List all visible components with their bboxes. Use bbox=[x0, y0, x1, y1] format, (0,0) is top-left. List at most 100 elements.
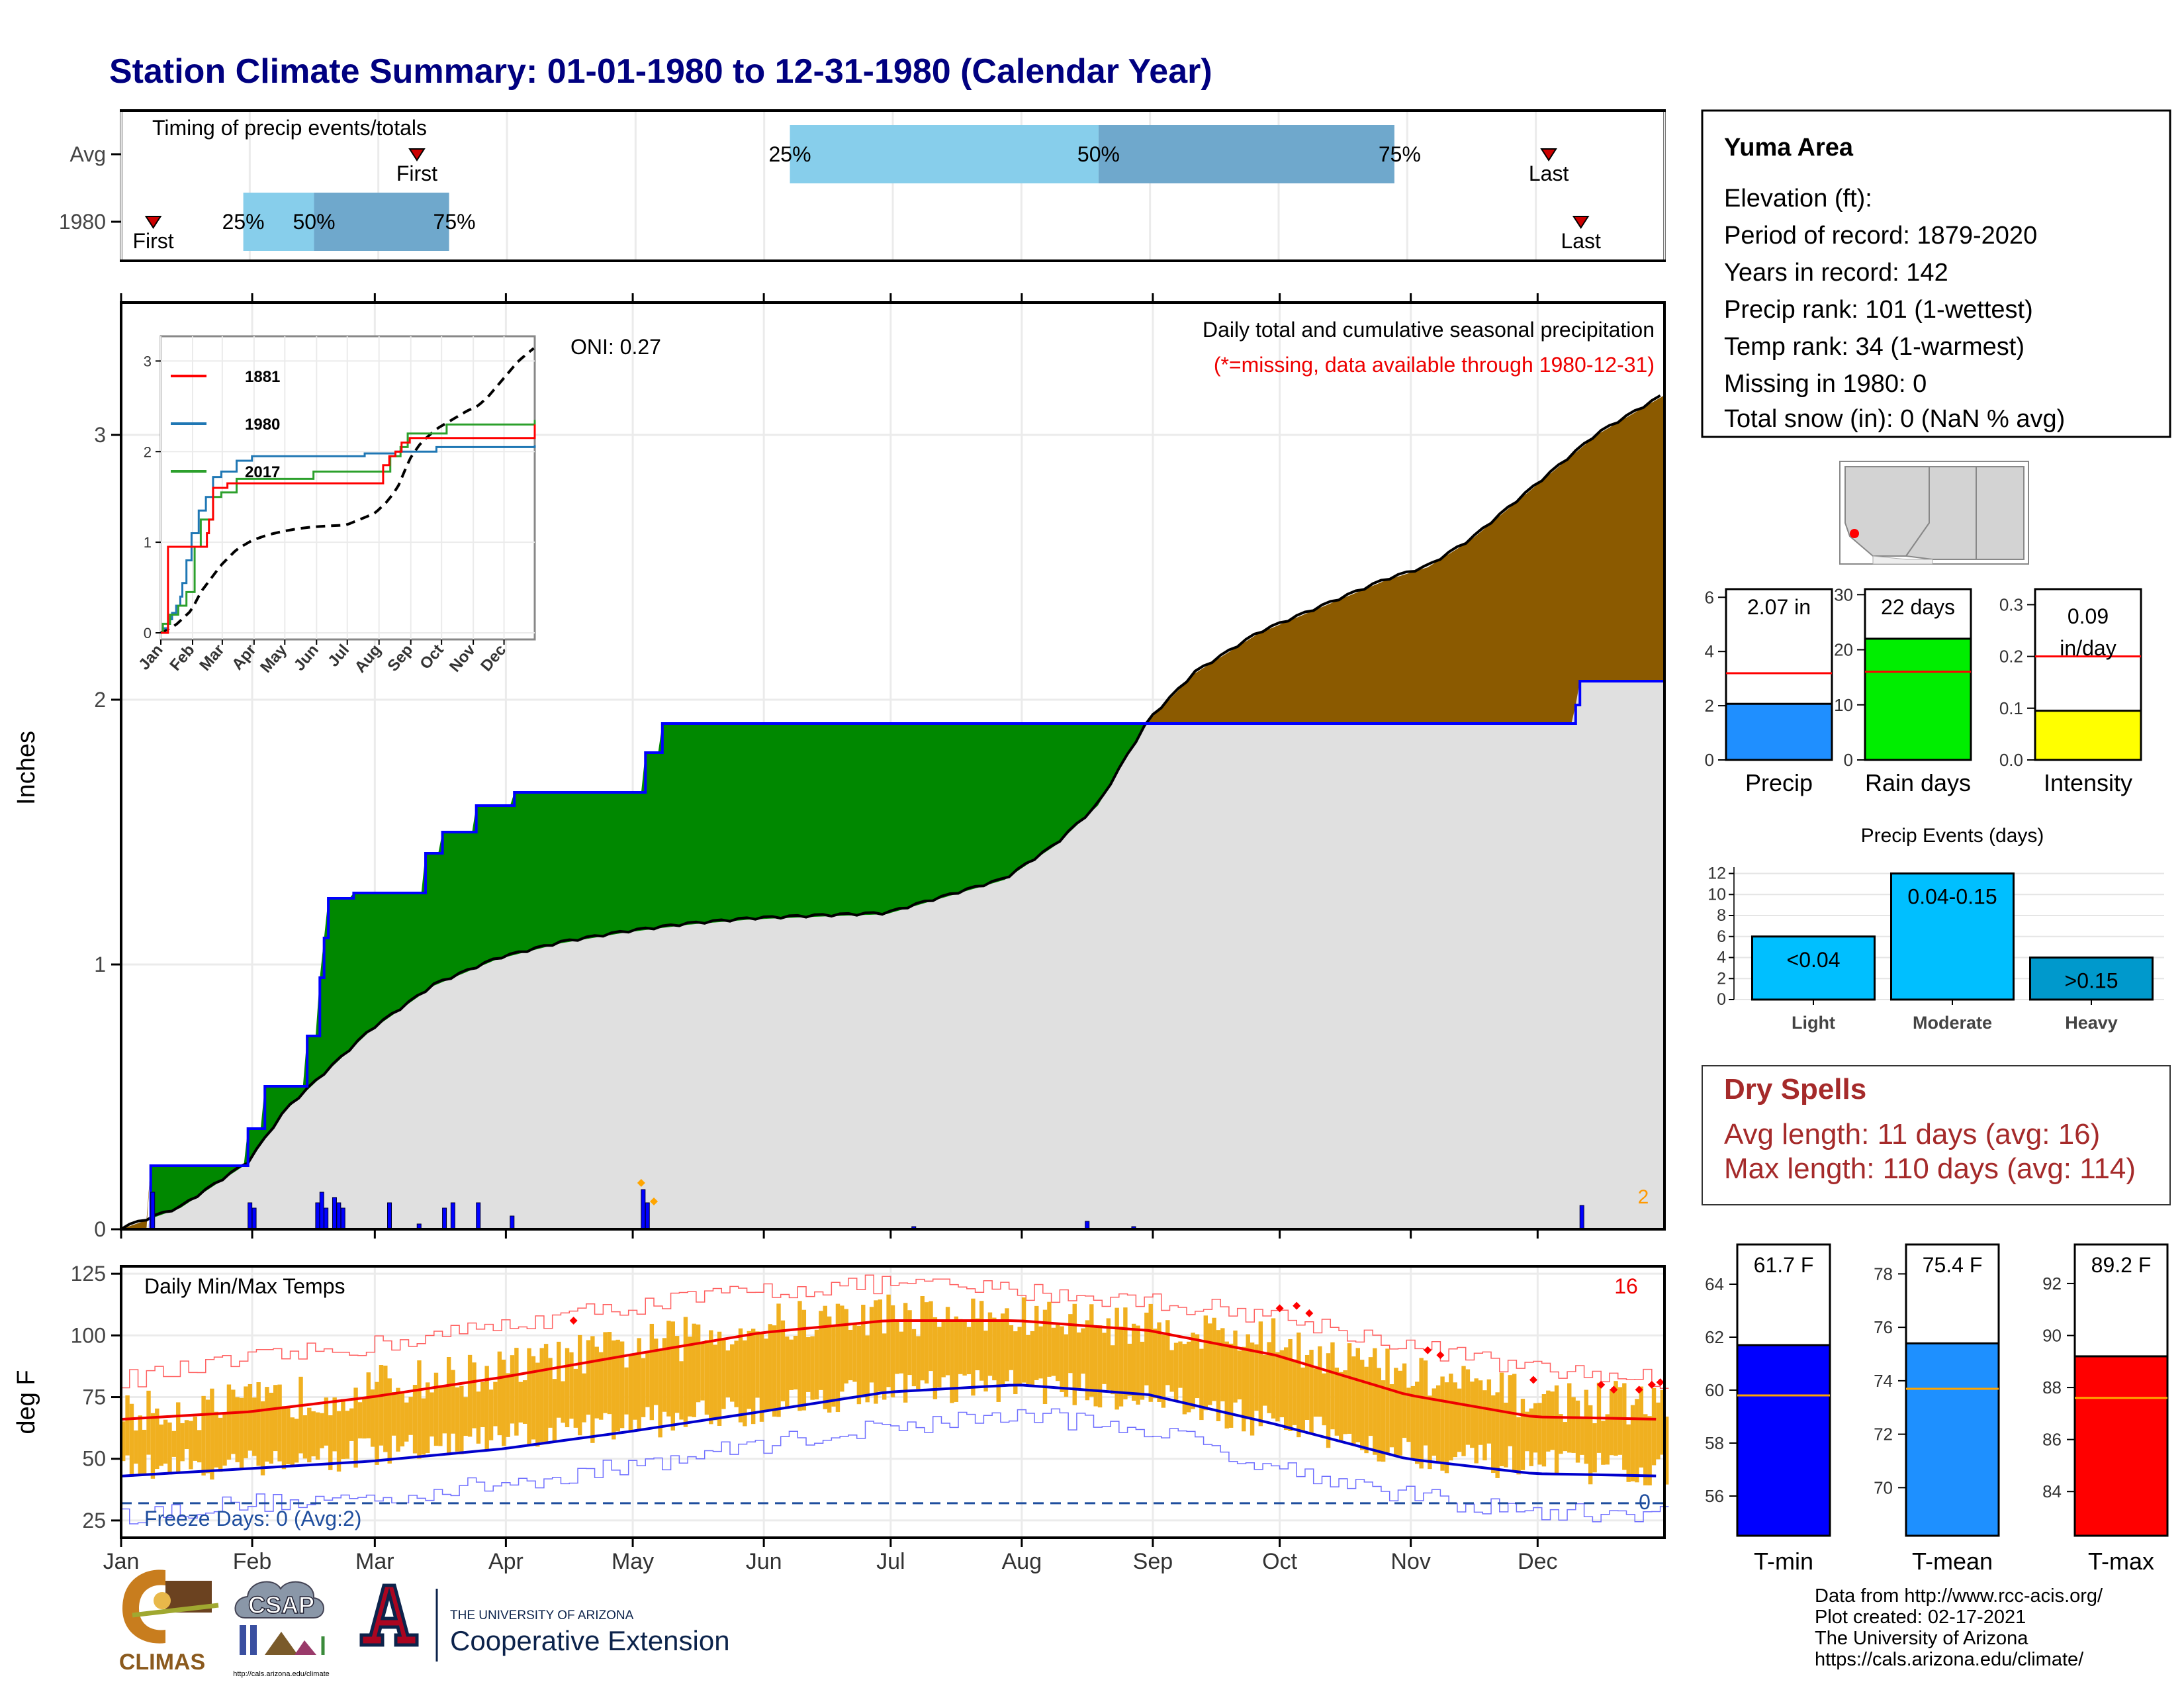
daily-temp-range-bar bbox=[1410, 1385, 1416, 1459]
temp-bar-name: T-min bbox=[1754, 1548, 1813, 1575]
daily-temp-range-bar bbox=[743, 1340, 747, 1427]
daily-temp-range-bar bbox=[1102, 1333, 1107, 1384]
daily-temp-range-bar bbox=[1051, 1327, 1056, 1376]
precip-corner-count: 2 bbox=[1638, 1186, 1649, 1208]
daily-temp-range-bar bbox=[1246, 1334, 1250, 1420]
daily-temp-range-bar bbox=[167, 1422, 172, 1475]
daily-temp-range-bar bbox=[548, 1358, 553, 1428]
daily-temp-range-bar bbox=[488, 1389, 494, 1440]
daily-temp-range-bar bbox=[1495, 1392, 1500, 1478]
avg-cumulative-area bbox=[121, 681, 1664, 1229]
daily-temp-range-bar bbox=[1656, 1402, 1661, 1460]
temp-bar-y-tick-label: 62 bbox=[1705, 1327, 1724, 1347]
daily-temp-range-bar bbox=[231, 1389, 236, 1454]
temp-summary-bars: 61.7 F 56 58 60 62 64 T-min 75.4 F 70 72 74 76 78 T-m… bbox=[1705, 1243, 2169, 1575]
daily-temp-range-bar bbox=[1428, 1395, 1432, 1470]
daily-temp-range-bar bbox=[1267, 1342, 1271, 1413]
daily-temp-range-bar bbox=[438, 1386, 443, 1446]
daily-temp-range-bar bbox=[937, 1327, 942, 1388]
daily-temp-range-bar bbox=[683, 1317, 688, 1427]
station-line-precip-rank: Precip rank: 101 (1-wettest) bbox=[1724, 296, 2033, 324]
month-label: Feb bbox=[233, 1549, 272, 1574]
inset-avg-line bbox=[160, 347, 535, 634]
daily-temp-range-bar bbox=[235, 1397, 240, 1462]
daily-temp-range-bar bbox=[1115, 1307, 1119, 1410]
temp-bar-y-tick-label: 84 bbox=[2042, 1481, 2062, 1501]
daily-temp-range-bar bbox=[696, 1324, 701, 1403]
daily-temp-range-bar bbox=[1415, 1382, 1420, 1464]
daily-temp-range-bar bbox=[1283, 1347, 1289, 1430]
daily-temp-range-bar bbox=[704, 1340, 709, 1415]
events-y-tick-label: 8 bbox=[1717, 906, 1726, 925]
cumulative-1980-line bbox=[121, 680, 1664, 1231]
station-line-elevation: Elevation (ft): bbox=[1724, 185, 1872, 212]
daily-temp-range-bar bbox=[598, 1352, 604, 1420]
daily-temp-range-bar bbox=[1199, 1348, 1204, 1421]
month-label: Jun bbox=[746, 1549, 782, 1574]
daily-temp-range-bar bbox=[273, 1385, 278, 1452]
daily-temp-range-bar bbox=[400, 1391, 405, 1447]
daily-temp-range-bar bbox=[1072, 1303, 1077, 1405]
surplus-area bbox=[121, 395, 1148, 1229]
daily-temp-range-bar bbox=[713, 1344, 717, 1421]
month-label: May bbox=[612, 1549, 654, 1574]
daily-temp-range-bar bbox=[590, 1336, 595, 1443]
daily-temp-range-bar bbox=[155, 1408, 159, 1470]
daily-temp-range-bar bbox=[1076, 1332, 1081, 1388]
daily-temp-range-bar bbox=[658, 1348, 662, 1438]
daily-temp-range-bar bbox=[1047, 1301, 1052, 1377]
daily-temp-range-bar bbox=[1504, 1402, 1508, 1468]
daily-temp-range-bar bbox=[962, 1319, 967, 1376]
daily-temp-range-bar bbox=[670, 1321, 675, 1431]
daily-temp-range-bar bbox=[966, 1327, 972, 1374]
summary-value-label-2: in/day bbox=[2060, 636, 2116, 660]
daily-temp-range-bar bbox=[430, 1392, 434, 1437]
daily-temp-range-bar bbox=[408, 1397, 413, 1435]
first-event-label: First bbox=[132, 229, 173, 253]
temp-bar-name: T-max bbox=[2088, 1548, 2154, 1575]
daily-temp-range-bar bbox=[134, 1430, 138, 1464]
dry-spells-max: Max length: 110 days (avg: 114) bbox=[1724, 1152, 2136, 1185]
daily-temp-range-bar bbox=[586, 1340, 591, 1415]
record-high-marker bbox=[1424, 1346, 1432, 1354]
inset-y-tick-label: 1 bbox=[144, 534, 152, 551]
daily-temp-range-bar bbox=[1554, 1385, 1559, 1474]
daily-temp-range-bar bbox=[1313, 1368, 1318, 1417]
daily-temp-range-bar bbox=[1419, 1358, 1424, 1469]
daily-temp-range-bar bbox=[1605, 1414, 1610, 1465]
daily-temp-range-bar bbox=[992, 1317, 997, 1381]
footer: CLIMAS CSAP http://cals.arizona.edu/clim… bbox=[119, 1570, 2103, 1678]
daily-temp-range-bar bbox=[417, 1360, 422, 1459]
station-line-snow: Total snow (in): 0 (NaN % avg) bbox=[1724, 405, 2065, 433]
daily-temp-range-bar bbox=[260, 1401, 265, 1476]
record-high-marker bbox=[1610, 1385, 1618, 1394]
daily-temp-range-bar bbox=[582, 1373, 586, 1423]
temp-bar-y-tick-label: 86 bbox=[2042, 1430, 2062, 1450]
month-label: Sep bbox=[1133, 1549, 1173, 1574]
daily-temp-range-bar bbox=[353, 1387, 358, 1468]
q25-label: 25% bbox=[769, 142, 811, 166]
university-of-arizona-logo: THE UNIVERSITY OF ARIZONA Cooperative Ex… bbox=[359, 1583, 730, 1662]
q50-label: 50% bbox=[293, 210, 335, 234]
climas-logo-text: CLIMAS bbox=[119, 1650, 205, 1675]
csap-url: http://cals.arizona.edu/climate bbox=[233, 1670, 330, 1678]
temp-bar-y-tick-label: 88 bbox=[2042, 1378, 2062, 1397]
daily-temp-range-bar bbox=[125, 1395, 130, 1456]
daily-temp-range-bar bbox=[531, 1356, 536, 1440]
daily-temp-range-bar bbox=[1453, 1382, 1457, 1458]
q50-label: 50% bbox=[1077, 142, 1120, 166]
daily-temp-range-bar bbox=[674, 1336, 680, 1413]
last-event-marker bbox=[1540, 148, 1557, 162]
quartile-box-lower bbox=[243, 193, 314, 251]
temp-bar-y-tick-label: 74 bbox=[1874, 1371, 1893, 1391]
daily-temp-range-bar bbox=[641, 1358, 646, 1417]
temp-bar-y-tick-label: 72 bbox=[1874, 1425, 1893, 1444]
summary-value-label: 22 days bbox=[1881, 595, 1955, 619]
daily-temp-range-bar bbox=[1580, 1419, 1584, 1455]
daily-temp-range-bar bbox=[370, 1389, 375, 1447]
daily-temp-range-bar bbox=[159, 1425, 163, 1466]
daily-temp-range-bar bbox=[827, 1316, 832, 1413]
daily-temp-range-bar bbox=[594, 1346, 599, 1419]
daily-temp-range-bar bbox=[1157, 1322, 1161, 1402]
daily-temp-range-bar bbox=[1055, 1325, 1060, 1382]
